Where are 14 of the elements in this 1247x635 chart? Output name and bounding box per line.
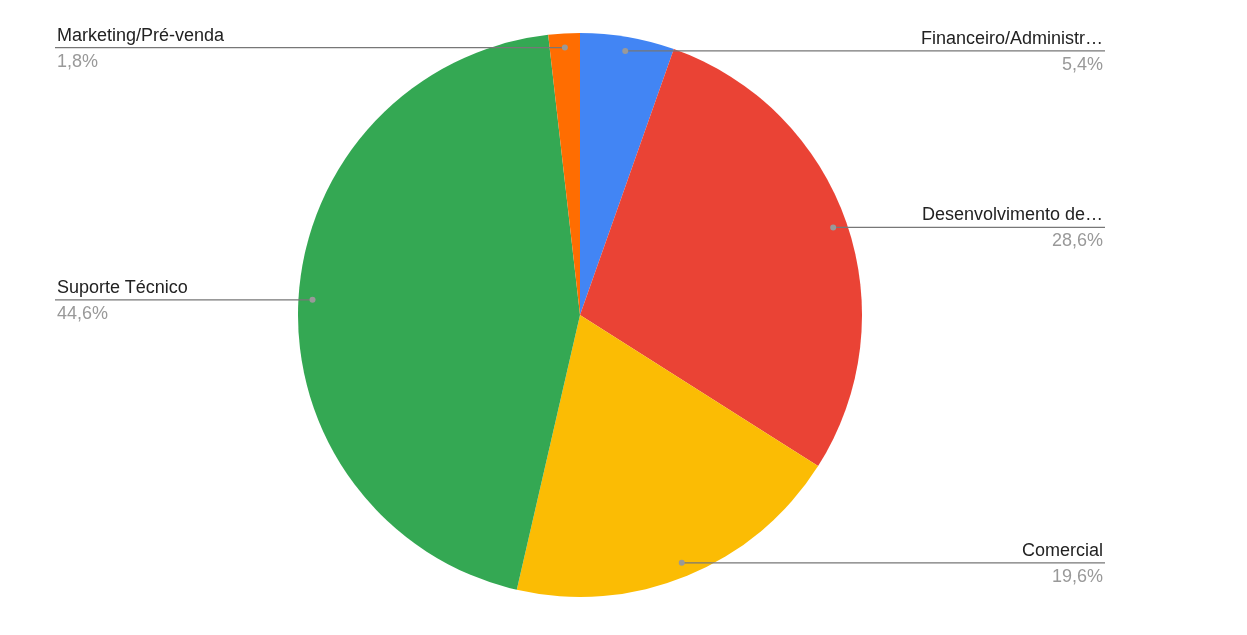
data-label: 19,6% (1052, 566, 1104, 586)
data-label: 1,8% (57, 51, 99, 71)
slice-label: Marketing/Pré-venda (57, 25, 226, 45)
data-label: 44,6% (57, 303, 109, 323)
pie-slice (580, 33, 674, 315)
pie-slice (516, 315, 819, 597)
pie-slice (298, 34, 580, 590)
slice-label: Comercial (1022, 540, 1104, 560)
slice-label: Suporte Técnico (57, 277, 188, 297)
data-label: 28,6% (1052, 230, 1104, 250)
data-label: 5,4% (1062, 54, 1104, 74)
pie-slice (580, 49, 862, 467)
slice-label: Desenvolvimento de… (922, 204, 1104, 224)
slice-label: Financeiro/Administr… (921, 28, 1104, 48)
